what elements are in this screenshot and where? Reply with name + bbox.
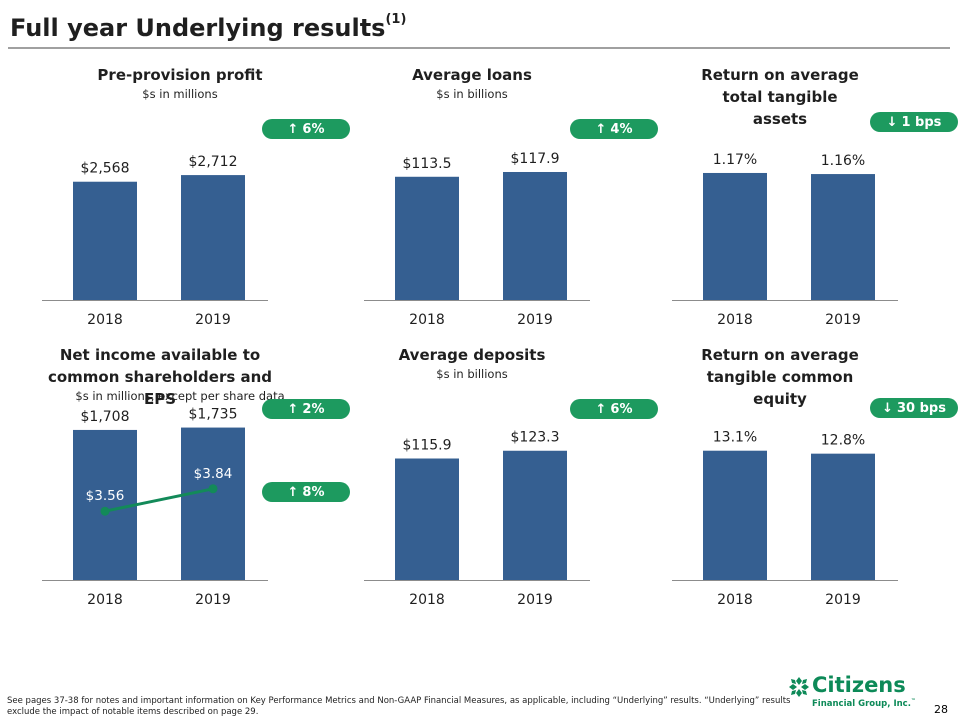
arrow-up-icon: ↑ [287,484,299,500]
value-label-2019: $2,712 [189,154,238,170]
chart-title: Return on average total tangible assets [701,66,859,128]
chart-pre-provision-profit: $2,568 2018 $2,712 2019 Pre-provision profi… [30,64,350,334]
change-badge-eps: ↑ 8% [262,482,350,502]
value-label-2019: $117.9 [511,151,560,167]
chart-net-income-eps: $1,708 2018 $1,735 2019 $3.56 $3.84 Net incom… [30,344,350,614]
bar-2019 [503,171,567,300]
bar-2019 [181,175,245,300]
page-number: 28 [934,703,948,716]
arrow-up-icon: ↑ [287,121,299,137]
bar-2018 [395,176,459,300]
slide-title: Full year Underlying results(1) [10,12,407,42]
chart-subtitle: $s in billions [436,367,508,381]
chart-subtitle: $s in millions [142,87,218,101]
eps-label-2018: $3.56 [86,488,125,504]
chart-title: Return on average tangible common equity [701,346,859,408]
x-tick-label-2018: 2018 [717,592,753,608]
logo-tagline: Financial Group, Inc.™ [812,698,916,709]
x-tick-label-2019: 2019 [195,312,231,328]
x-tick-label-2018: 2018 [87,312,123,328]
eps-line [104,487,214,513]
change-badge: ↓ 1 bps [870,112,958,132]
bar-2018 [395,458,459,580]
arrow-up-icon: ↑ [287,401,299,417]
value-label-2018: $2,568 [81,161,130,177]
arrow-down-icon: ↓ [882,400,893,416]
change-badge: ↓ 30 bps [870,398,958,418]
bar-2019 [181,427,245,580]
chart-subtitle: $s in billions [436,87,508,101]
arrow-up-icon: ↑ [595,121,607,137]
bar-2018 [703,450,767,580]
chart-subtitle: $s in millions, except per share data [75,389,285,403]
chart-average-deposits: $115.9 2018 $123.3 2019 Average deposits $s… [352,344,658,614]
value-label-2019: $1,735 [189,407,238,423]
eps-point-2018 [100,506,110,516]
x-tick-label-2019: 2019 [195,592,231,608]
value-label-2018: $1,708 [81,409,130,425]
x-tick-label-2019: 2019 [517,592,553,608]
chart-title: Net income available to common sharehold… [47,346,273,408]
chart-title: Pre-provision profit [97,66,263,84]
x-tick-label-2019: 2019 [825,312,861,328]
x-tick-label-2019: 2019 [825,592,861,608]
arrow-down-icon: ↓ [886,114,898,130]
value-label-2018: 1.17% [713,152,757,168]
value-label-2018: 13.1% [713,430,757,446]
bar-2018 [73,429,137,580]
chart-title: Average deposits [398,346,546,364]
value-label-2019: $123.3 [511,430,560,446]
citizens-logo: Citizens Financial Group, Inc.™ [788,673,918,713]
eps-label-2019: $3.84 [194,466,233,482]
chart-return-tangible-equity: 13.1% 2018 12.8% 2019 Return on average tan… [660,344,960,614]
value-label-2019: 1.16% [821,153,865,169]
bar-2019 [811,174,875,300]
change-badge-net-income: ↑ 2% [262,399,350,419]
change-badge: ↑ 6% [262,119,350,139]
x-tick-label-2018: 2018 [717,312,753,328]
footnote: See pages 37-38 for notes and important … [7,696,791,717]
x-tick-label-2019: 2019 [517,312,553,328]
value-label-2018: $115.9 [403,438,452,454]
x-tick-label-2018: 2018 [87,592,123,608]
bar-2018 [73,181,137,300]
change-badge: ↑ 4% [570,119,658,139]
eps-point-2019 [208,484,218,494]
logo-wordmark: Citizens [812,673,906,697]
x-tick-label-2018: 2018 [409,312,445,328]
citizens-mark-icon [789,677,809,697]
title-divider [8,47,950,49]
arrow-up-icon: ↑ [595,401,607,417]
bar-2019 [811,453,875,580]
bar-2019 [503,450,567,580]
x-tick-label-2018: 2018 [409,592,445,608]
chart-title: Average loans [412,66,532,84]
value-label-2018: $113.5 [403,156,452,172]
chart-average-loans: $113.5 2018 $117.9 2019 Average loans $s in… [352,64,658,334]
change-badge: ↑ 6% [570,399,658,419]
chart-return-tangible-assets: 1.17% 2018 1.16% 2019 Return on average tot… [660,64,960,334]
value-label-2019: 12.8% [821,433,865,449]
bar-2018 [703,172,767,300]
